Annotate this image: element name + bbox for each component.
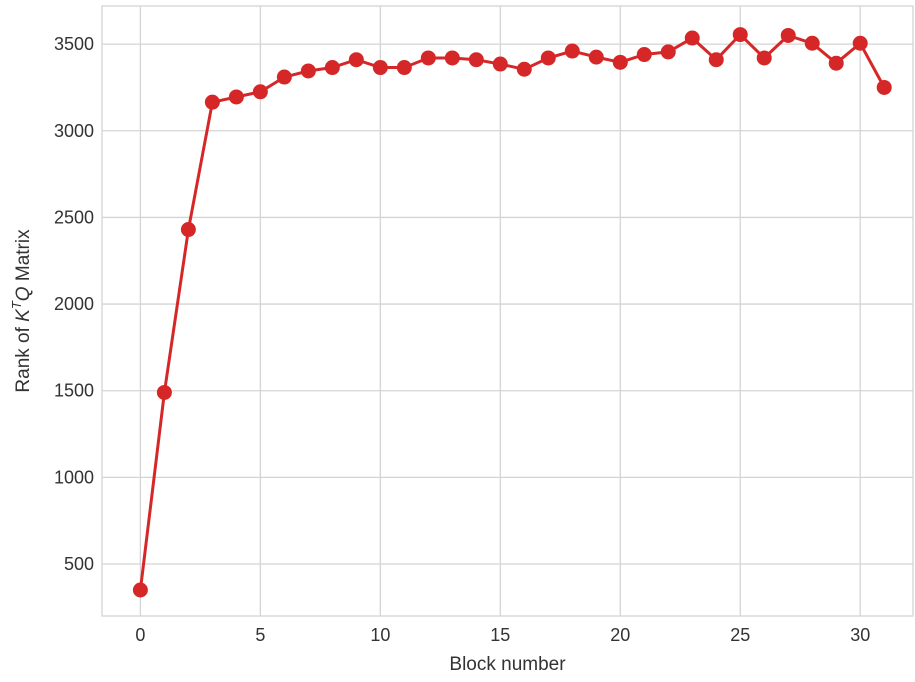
y-axis-title-prefix: Rank of bbox=[13, 322, 34, 393]
x-axis-title: Block number bbox=[449, 654, 566, 675]
data-point bbox=[156, 384, 172, 400]
data-point bbox=[444, 50, 460, 66]
x-tick-labels: 0 5 10 15 20 25 30 bbox=[135, 625, 870, 645]
data-point bbox=[684, 30, 700, 46]
data-point bbox=[468, 52, 484, 68]
grid bbox=[102, 6, 913, 616]
data-point bbox=[852, 35, 868, 51]
y-tick-label: 1000 bbox=[54, 467, 94, 487]
x-tick-label: 25 bbox=[730, 625, 750, 645]
plot-frame bbox=[101, 5, 914, 617]
data-point bbox=[348, 52, 364, 68]
data-point bbox=[876, 79, 892, 95]
data-point bbox=[828, 55, 844, 71]
x-tick-label: 20 bbox=[610, 625, 630, 645]
x-tick-label: 15 bbox=[490, 625, 510, 645]
data-point bbox=[300, 63, 316, 79]
data-point bbox=[396, 60, 412, 76]
y-axis-title-suffix: Matrix bbox=[13, 229, 34, 287]
data-point bbox=[756, 50, 772, 66]
data-point bbox=[732, 27, 748, 43]
x-tick-label: 0 bbox=[135, 625, 145, 645]
y-tick-label: 500 bbox=[64, 554, 94, 574]
data-point bbox=[588, 49, 604, 65]
data-point bbox=[420, 50, 436, 66]
y-tick-label: 3000 bbox=[54, 121, 94, 141]
data-point bbox=[804, 35, 820, 51]
y-tick-labels: 500 1000 1500 2000 2500 3000 3500 bbox=[54, 34, 94, 574]
data-point bbox=[324, 60, 340, 76]
data-point bbox=[708, 52, 724, 68]
data-point bbox=[612, 54, 628, 70]
y-axis-title-k: K bbox=[13, 308, 34, 322]
data-point bbox=[180, 222, 196, 238]
data-point bbox=[492, 56, 508, 72]
y-tick-label: 1500 bbox=[54, 381, 94, 401]
series-line bbox=[138, 33, 886, 591]
data-point bbox=[516, 61, 532, 77]
data-point bbox=[636, 47, 652, 63]
data-point bbox=[204, 94, 220, 110]
x-tick-label: 30 bbox=[850, 625, 870, 645]
data-point bbox=[252, 84, 268, 100]
data-point bbox=[660, 44, 676, 60]
y-axis-title-q: Q bbox=[13, 286, 34, 301]
data-point bbox=[540, 50, 556, 66]
data-point bbox=[372, 60, 388, 76]
data-point bbox=[276, 69, 292, 85]
data-point bbox=[780, 27, 796, 43]
y-tick-label: 2500 bbox=[54, 207, 94, 227]
y-axis-title: Rank of KTQ Matrix bbox=[9, 229, 34, 393]
series-rank bbox=[132, 27, 892, 598]
x-tick-label: 10 bbox=[370, 625, 390, 645]
y-axis-title-sup: T bbox=[9, 300, 24, 309]
data-point bbox=[132, 582, 148, 598]
x-tick-label: 5 bbox=[255, 625, 265, 645]
y-tick-label: 2000 bbox=[54, 294, 94, 314]
data-point bbox=[228, 89, 244, 105]
y-tick-label: 3500 bbox=[54, 34, 94, 54]
data-point bbox=[564, 43, 580, 59]
